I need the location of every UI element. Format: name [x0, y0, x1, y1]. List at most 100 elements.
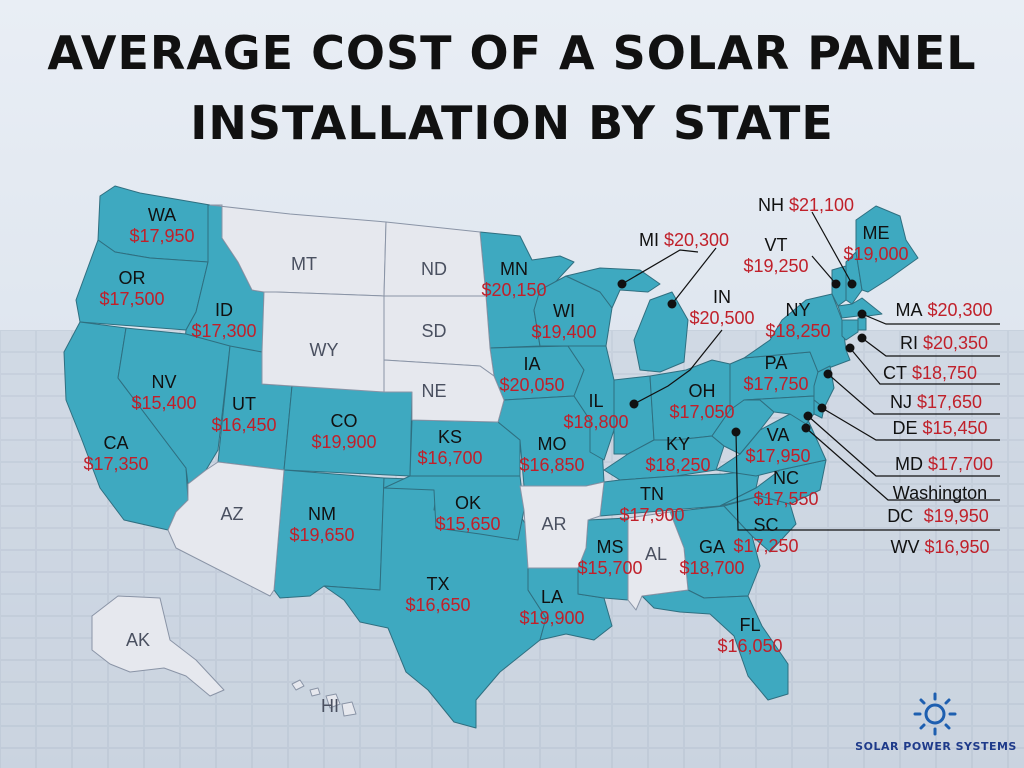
- abbr-NE: NE: [421, 381, 446, 401]
- price-NH: $21,100: [789, 195, 854, 215]
- state-AR[interactable]: [519, 481, 605, 569]
- dc-abbr: DC: [887, 506, 913, 526]
- state-RI[interactable]: [857, 317, 867, 331]
- price-FL: $16,050: [717, 636, 782, 656]
- abbr-NH: NH: [758, 195, 784, 215]
- abbr-SD: SD: [421, 321, 446, 341]
- state-AL[interactable]: [627, 511, 689, 611]
- price-OK: $15,650: [435, 514, 500, 534]
- price-DE: $15,450: [922, 418, 987, 438]
- marker-NH: [847, 279, 857, 289]
- abbr-DE: DE: [892, 418, 917, 438]
- abbr-AR: AR: [541, 514, 566, 534]
- state-MA[interactable]: [837, 297, 883, 319]
- dc-label-line2: DC $19,950: [887, 506, 989, 526]
- price-MA: $20,300: [927, 300, 992, 320]
- price-PA: $17,750: [743, 374, 808, 394]
- abbr-TX: TX: [426, 574, 449, 594]
- price-VT: $19,250: [743, 256, 808, 276]
- marker-RI: [857, 333, 867, 343]
- price-MD: $17,700: [928, 454, 993, 474]
- price-TN: $17,900: [619, 505, 684, 525]
- abbr-SC: SC: [753, 515, 778, 535]
- leader-CT: [849, 347, 1000, 385]
- state-HI[interactable]: [291, 679, 357, 717]
- abbr-FL: FL: [739, 615, 760, 635]
- abbr-UT: UT: [232, 394, 256, 414]
- price-NJ: $17,650: [917, 392, 982, 412]
- abbr-MI: MI: [639, 230, 659, 250]
- marker-CT: [845, 343, 855, 353]
- abbr-ID: ID: [215, 300, 233, 320]
- marker-MA: [857, 309, 867, 319]
- abbr-TN: TN: [640, 484, 664, 504]
- state-AZ[interactable]: [167, 461, 285, 597]
- abbr-CT: CT: [883, 363, 907, 383]
- label-CT: CT $18,750: [883, 363, 977, 383]
- abbr-NY: NY: [785, 300, 810, 320]
- price-WV: $16,950: [924, 537, 989, 557]
- abbr-OR: OR: [119, 268, 146, 288]
- state-MD[interactable]: [743, 395, 815, 425]
- sun-logo-icon: [913, 692, 957, 736]
- state-CT[interactable]: [841, 319, 859, 341]
- state-NC[interactable]: [719, 459, 827, 507]
- state-NE[interactable]: [383, 359, 505, 423]
- price-MN: $20,150: [481, 280, 546, 300]
- price-RI: $20,350: [923, 333, 988, 353]
- label-RI: RI $20,350: [900, 333, 988, 353]
- label-MA: MA $20,300: [895, 300, 992, 320]
- dc-price: $19,950: [924, 506, 989, 526]
- abbr-NJ: NJ: [890, 392, 912, 412]
- marker-IN: [629, 399, 639, 409]
- logo-text: SOLAR POWER SYSTEMS: [855, 740, 1017, 753]
- marker-DE: [817, 403, 827, 413]
- abbr-MA: MA: [895, 300, 922, 320]
- abbr-HI: HI: [321, 696, 339, 716]
- label-NJ: NJ $17,650: [890, 392, 982, 412]
- label-MI: MI $20,300: [639, 230, 729, 250]
- price-NY: $18,250: [765, 321, 830, 341]
- price-KY: $18,250: [645, 455, 710, 475]
- leader-MI-2: [671, 247, 717, 305]
- leader-MD: [807, 415, 1000, 477]
- state-MI[interactable]: [565, 267, 689, 373]
- leader-DC: [805, 427, 1000, 501]
- price-WI: $19,400: [531, 322, 596, 342]
- leader-MA: [861, 313, 1000, 325]
- abbr-MT: MT: [291, 254, 317, 274]
- state-FL[interactable]: [641, 589, 789, 701]
- price-KS: $16,700: [417, 448, 482, 468]
- abbr-AK: AK: [126, 630, 150, 650]
- leader-WV: [735, 431, 1000, 531]
- title-line-1: AVERAGE COST OF A SOLAR PANEL: [47, 26, 977, 80]
- abbr-OH: OH: [689, 381, 716, 401]
- abbr-VA: VA: [767, 425, 790, 445]
- dc-label-line1: Washington: [893, 483, 987, 503]
- price-OH: $17,050: [669, 402, 734, 422]
- state-CO[interactable]: [283, 385, 413, 477]
- price-OR: $17,500: [99, 289, 164, 309]
- marker-MI-2: [667, 299, 677, 309]
- abbr-GA: GA: [699, 537, 725, 557]
- leader-NH: [811, 211, 853, 285]
- abbr-WY: WY: [310, 340, 339, 360]
- abbr-ME: ME: [863, 223, 890, 243]
- abbr-NV: NV: [151, 372, 176, 392]
- state-IL[interactable]: [567, 345, 615, 461]
- price-VA: $17,950: [745, 446, 810, 466]
- abbr-MO: MO: [538, 434, 567, 454]
- price-LA: $19,900: [519, 608, 584, 628]
- label-WV: WV $16,950: [890, 537, 989, 557]
- abbr-IN: IN: [713, 287, 731, 307]
- abbr-IA: IA: [523, 354, 540, 374]
- abbr-AZ: AZ: [220, 504, 243, 524]
- price-GA: $18,700: [679, 558, 744, 578]
- state-ME[interactable]: [855, 205, 919, 293]
- state-AK[interactable]: [91, 595, 225, 697]
- price-NM: $19,650: [289, 525, 354, 545]
- marker-MD: [803, 411, 813, 421]
- abbr-WA: WA: [148, 205, 176, 225]
- price-IN: $20,500: [689, 308, 754, 328]
